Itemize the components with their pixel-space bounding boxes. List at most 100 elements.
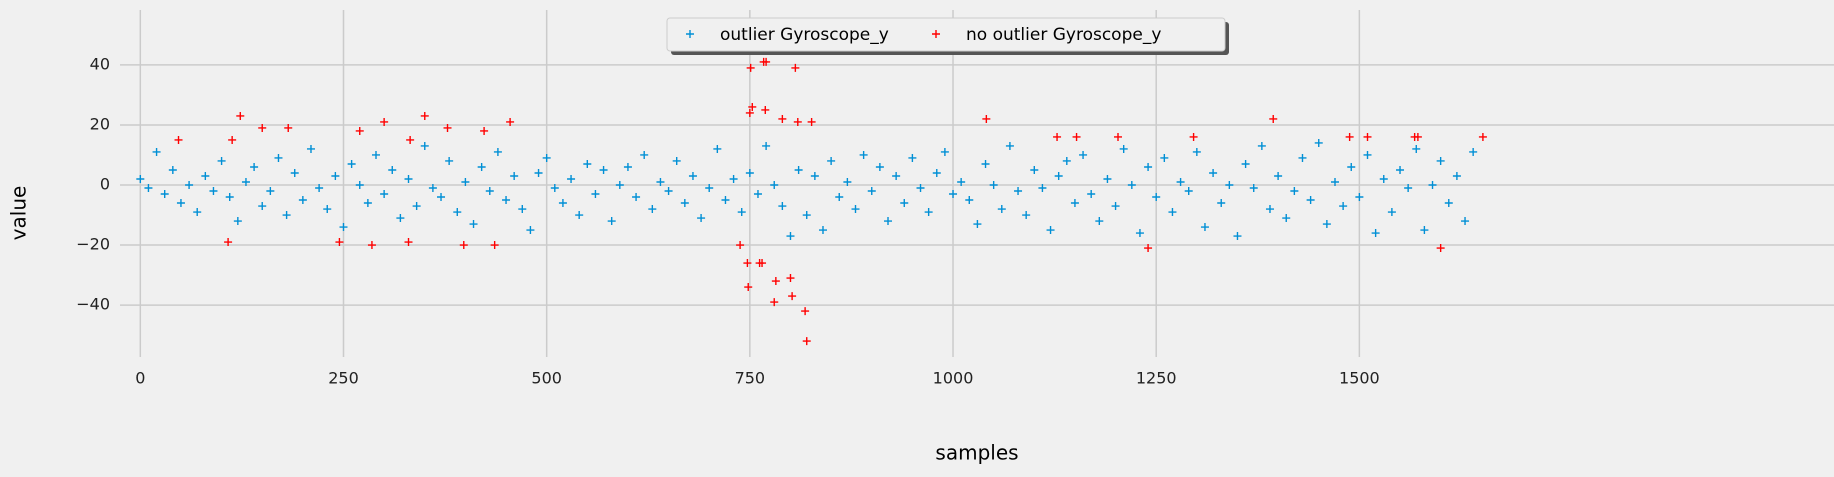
point bbox=[228, 135, 237, 144]
point bbox=[1306, 196, 1315, 205]
point bbox=[1070, 199, 1079, 208]
point bbox=[445, 156, 454, 165]
point bbox=[794, 165, 803, 174]
point bbox=[1298, 153, 1307, 162]
y-tick-label: 0 bbox=[100, 175, 110, 194]
point bbox=[1436, 156, 1445, 165]
point bbox=[306, 144, 315, 153]
point bbox=[534, 168, 543, 177]
point bbox=[583, 159, 592, 168]
point bbox=[875, 162, 884, 171]
point bbox=[266, 187, 275, 196]
point bbox=[1469, 147, 1478, 156]
point bbox=[973, 220, 982, 229]
point bbox=[827, 156, 836, 165]
x-tick-label: 1000 bbox=[933, 369, 974, 388]
point bbox=[924, 208, 933, 217]
point bbox=[406, 135, 415, 144]
point bbox=[737, 208, 746, 217]
x-tick-label: 1500 bbox=[1339, 369, 1380, 388]
point bbox=[640, 150, 649, 159]
point bbox=[1269, 114, 1278, 123]
point bbox=[1217, 199, 1226, 208]
point bbox=[1363, 150, 1372, 159]
point bbox=[770, 298, 779, 307]
point bbox=[459, 241, 468, 250]
point bbox=[152, 147, 161, 156]
point bbox=[1168, 208, 1177, 217]
point bbox=[437, 193, 446, 202]
point bbox=[1396, 165, 1405, 174]
point bbox=[404, 238, 413, 247]
point bbox=[323, 205, 332, 214]
point bbox=[758, 259, 767, 268]
point bbox=[892, 171, 901, 180]
point bbox=[746, 63, 755, 72]
point bbox=[1119, 144, 1128, 153]
grid bbox=[120, 10, 1834, 357]
point bbox=[615, 181, 624, 190]
x-tick-label: 250 bbox=[328, 369, 359, 388]
point bbox=[420, 141, 429, 150]
point bbox=[762, 141, 771, 150]
point bbox=[510, 171, 519, 180]
point bbox=[412, 202, 421, 211]
point bbox=[916, 184, 925, 193]
point bbox=[315, 184, 324, 193]
point bbox=[518, 205, 527, 214]
point bbox=[1054, 171, 1063, 180]
y-tick-label: −20 bbox=[76, 235, 110, 254]
y-axis-label: value bbox=[7, 186, 31, 241]
y-tick-label: 20 bbox=[90, 114, 110, 133]
point bbox=[1274, 171, 1283, 180]
point bbox=[900, 199, 909, 208]
point bbox=[136, 174, 145, 183]
point bbox=[404, 174, 413, 183]
point bbox=[810, 171, 819, 180]
point bbox=[801, 307, 810, 316]
point bbox=[884, 217, 893, 226]
point bbox=[788, 292, 797, 301]
point bbox=[1176, 177, 1185, 186]
point bbox=[1241, 159, 1250, 168]
legend-label: outlier Gyroscope_y bbox=[720, 25, 889, 45]
point bbox=[284, 123, 293, 132]
point bbox=[461, 177, 470, 186]
point bbox=[705, 184, 714, 193]
point bbox=[632, 193, 641, 202]
point bbox=[802, 211, 811, 220]
point bbox=[241, 177, 250, 186]
point bbox=[1257, 141, 1266, 150]
point bbox=[567, 174, 576, 183]
point bbox=[233, 217, 242, 226]
point bbox=[713, 144, 722, 153]
point bbox=[347, 159, 356, 168]
x-tick-label: 0 bbox=[135, 369, 145, 388]
point bbox=[867, 187, 876, 196]
point bbox=[607, 217, 616, 226]
point bbox=[1225, 181, 1234, 190]
point bbox=[1030, 165, 1039, 174]
point bbox=[1046, 226, 1055, 235]
point bbox=[949, 190, 958, 199]
point bbox=[469, 220, 478, 229]
point bbox=[1184, 187, 1193, 196]
point bbox=[859, 150, 868, 159]
point bbox=[743, 259, 752, 268]
point bbox=[932, 168, 941, 177]
point bbox=[762, 57, 771, 66]
point bbox=[558, 199, 567, 208]
point bbox=[761, 105, 770, 114]
point bbox=[380, 190, 389, 199]
point bbox=[1053, 132, 1062, 141]
point bbox=[1005, 141, 1014, 150]
point bbox=[1452, 171, 1461, 180]
point bbox=[1282, 214, 1291, 223]
point bbox=[672, 156, 681, 165]
x-tick-label: 750 bbox=[735, 369, 766, 388]
point bbox=[477, 162, 486, 171]
point bbox=[1428, 181, 1437, 190]
point bbox=[428, 184, 437, 193]
point bbox=[380, 117, 389, 126]
